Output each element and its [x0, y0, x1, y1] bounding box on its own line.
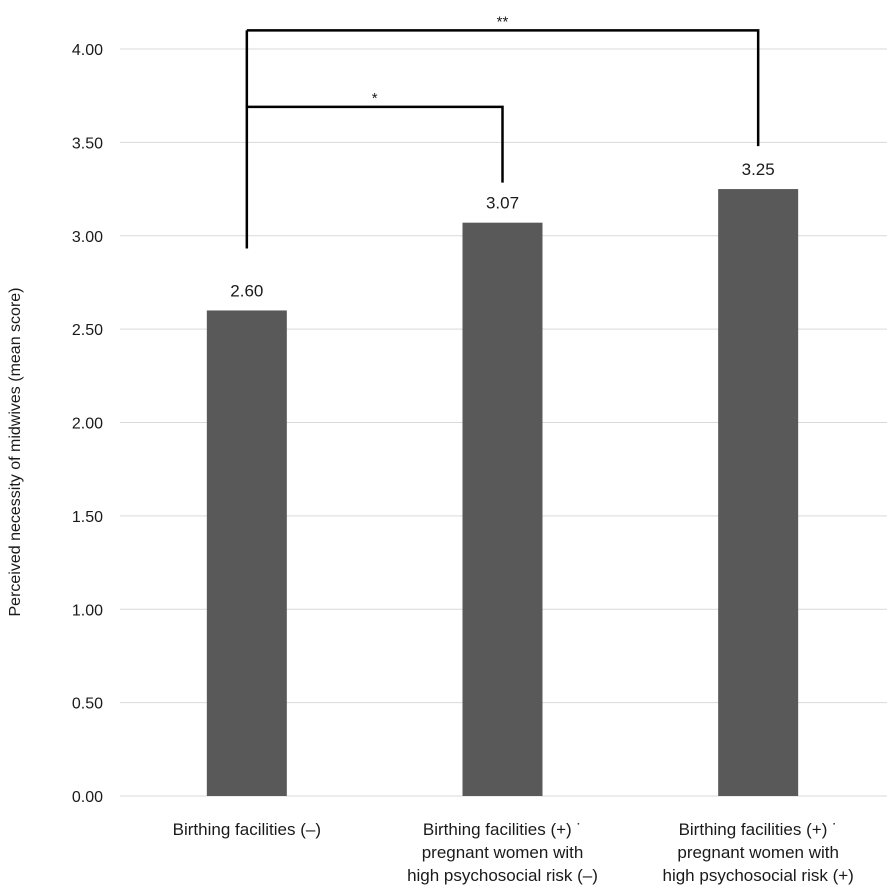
significance-brackets: ***	[245, 13, 760, 249]
significance-marker: **	[497, 13, 509, 30]
y-tick-label: 2.50	[72, 322, 103, 339]
y-tick-label: 4.00	[72, 42, 103, 59]
significance-bracket	[245, 105, 504, 249]
x-tick-label: Birthing facilities (–)	[173, 820, 321, 839]
data-label: 3.25	[742, 160, 775, 179]
y-tick-label: 3.00	[72, 229, 103, 246]
y-tick-label: 1.00	[72, 602, 103, 619]
x-tick-label: Birthing facilities (+) ˙ pregnant women …	[407, 820, 598, 885]
data-label: 2.60	[230, 281, 263, 300]
y-tick-label: 0.00	[72, 789, 103, 806]
bar	[718, 189, 799, 796]
y-tick-label: 2.00	[72, 416, 103, 433]
bar	[206, 310, 287, 796]
y-tick-label: 0.50	[72, 696, 103, 713]
bars	[206, 189, 799, 797]
significance-marker: *	[372, 90, 378, 107]
y-tick-label: 1.50	[72, 509, 103, 526]
data-label: 3.07	[486, 194, 519, 213]
y-axis-label: Perceived necessity of midwives (mean sc…	[7, 287, 24, 616]
y-tick-label: 3.50	[72, 135, 103, 152]
value-labels: 2.60 3.07 3.25	[230, 160, 774, 300]
x-axis-categories: Birthing facilities (–) Birthing faciliti…	[173, 820, 854, 885]
significance-bracket	[245, 29, 760, 147]
y-axis-ticks: 0.00 0.50 1.00 1.50 2.00 2.50 3.00 3.50 4.00	[72, 42, 103, 806]
x-tick-label: Birthing facilities (+) ˙ pregnant women …	[663, 820, 854, 885]
bar	[462, 222, 543, 797]
